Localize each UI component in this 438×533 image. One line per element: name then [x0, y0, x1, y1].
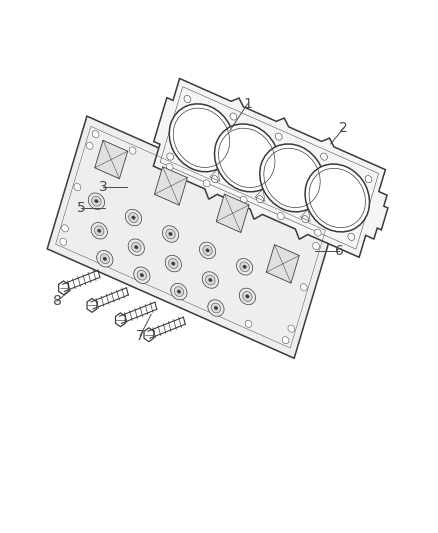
Ellipse shape	[246, 295, 249, 298]
Polygon shape	[95, 140, 128, 179]
Ellipse shape	[203, 180, 210, 187]
Ellipse shape	[205, 275, 215, 285]
Ellipse shape	[211, 175, 218, 183]
Ellipse shape	[62, 225, 68, 232]
Ellipse shape	[202, 272, 219, 288]
Ellipse shape	[125, 209, 141, 226]
Ellipse shape	[305, 164, 370, 232]
Ellipse shape	[243, 292, 252, 301]
Ellipse shape	[211, 303, 221, 313]
Ellipse shape	[199, 242, 215, 259]
Text: 1: 1	[243, 97, 252, 111]
Ellipse shape	[103, 257, 106, 261]
Text: 8: 8	[53, 294, 61, 308]
Ellipse shape	[132, 216, 135, 219]
Ellipse shape	[129, 213, 138, 222]
Ellipse shape	[128, 239, 145, 255]
Ellipse shape	[97, 251, 113, 267]
Ellipse shape	[321, 153, 328, 160]
Ellipse shape	[240, 196, 247, 203]
Ellipse shape	[134, 271, 141, 278]
Ellipse shape	[98, 229, 101, 232]
Ellipse shape	[313, 243, 319, 249]
Ellipse shape	[243, 265, 246, 269]
Ellipse shape	[100, 254, 110, 264]
Ellipse shape	[74, 183, 81, 191]
Ellipse shape	[215, 124, 279, 192]
Ellipse shape	[203, 246, 212, 255]
Ellipse shape	[239, 288, 255, 305]
Ellipse shape	[169, 259, 178, 269]
Ellipse shape	[162, 225, 179, 243]
Ellipse shape	[365, 176, 372, 183]
Ellipse shape	[237, 259, 253, 275]
Ellipse shape	[131, 243, 141, 252]
Ellipse shape	[137, 270, 147, 280]
Polygon shape	[266, 245, 299, 283]
Ellipse shape	[166, 229, 175, 239]
Ellipse shape	[88, 193, 105, 209]
Ellipse shape	[276, 133, 282, 140]
Polygon shape	[153, 78, 388, 257]
Ellipse shape	[214, 306, 218, 310]
Polygon shape	[216, 194, 249, 232]
Ellipse shape	[208, 278, 212, 281]
Ellipse shape	[314, 229, 321, 236]
Polygon shape	[47, 116, 334, 358]
Ellipse shape	[129, 147, 136, 154]
Ellipse shape	[171, 287, 178, 295]
Ellipse shape	[245, 320, 252, 327]
Ellipse shape	[134, 267, 150, 284]
Ellipse shape	[165, 255, 181, 272]
Text: 2: 2	[339, 121, 348, 135]
Ellipse shape	[302, 216, 309, 223]
Ellipse shape	[277, 213, 284, 220]
Ellipse shape	[92, 131, 99, 138]
Ellipse shape	[169, 104, 234, 172]
Ellipse shape	[92, 196, 101, 206]
Ellipse shape	[134, 246, 138, 249]
Ellipse shape	[95, 226, 104, 236]
Ellipse shape	[86, 142, 93, 149]
Text: 5: 5	[77, 201, 85, 215]
Ellipse shape	[184, 95, 191, 102]
Ellipse shape	[60, 238, 67, 245]
Ellipse shape	[230, 113, 237, 120]
Ellipse shape	[174, 287, 184, 296]
Text: 3: 3	[99, 180, 107, 193]
Text: 7: 7	[136, 329, 145, 343]
Ellipse shape	[208, 300, 224, 316]
Ellipse shape	[257, 196, 263, 203]
Ellipse shape	[95, 199, 98, 203]
Ellipse shape	[240, 262, 249, 272]
Ellipse shape	[171, 284, 187, 300]
Ellipse shape	[300, 284, 307, 291]
Ellipse shape	[97, 255, 104, 262]
Ellipse shape	[208, 304, 215, 311]
Ellipse shape	[91, 222, 107, 239]
Polygon shape	[155, 167, 187, 205]
Ellipse shape	[177, 290, 180, 293]
Ellipse shape	[282, 337, 289, 344]
Ellipse shape	[140, 273, 144, 277]
Ellipse shape	[348, 233, 355, 240]
Ellipse shape	[288, 325, 295, 332]
Ellipse shape	[169, 232, 172, 236]
Text: 6: 6	[335, 244, 344, 257]
Ellipse shape	[206, 249, 209, 252]
Ellipse shape	[172, 262, 175, 265]
Ellipse shape	[167, 153, 173, 160]
Ellipse shape	[166, 164, 173, 171]
Ellipse shape	[260, 144, 324, 212]
